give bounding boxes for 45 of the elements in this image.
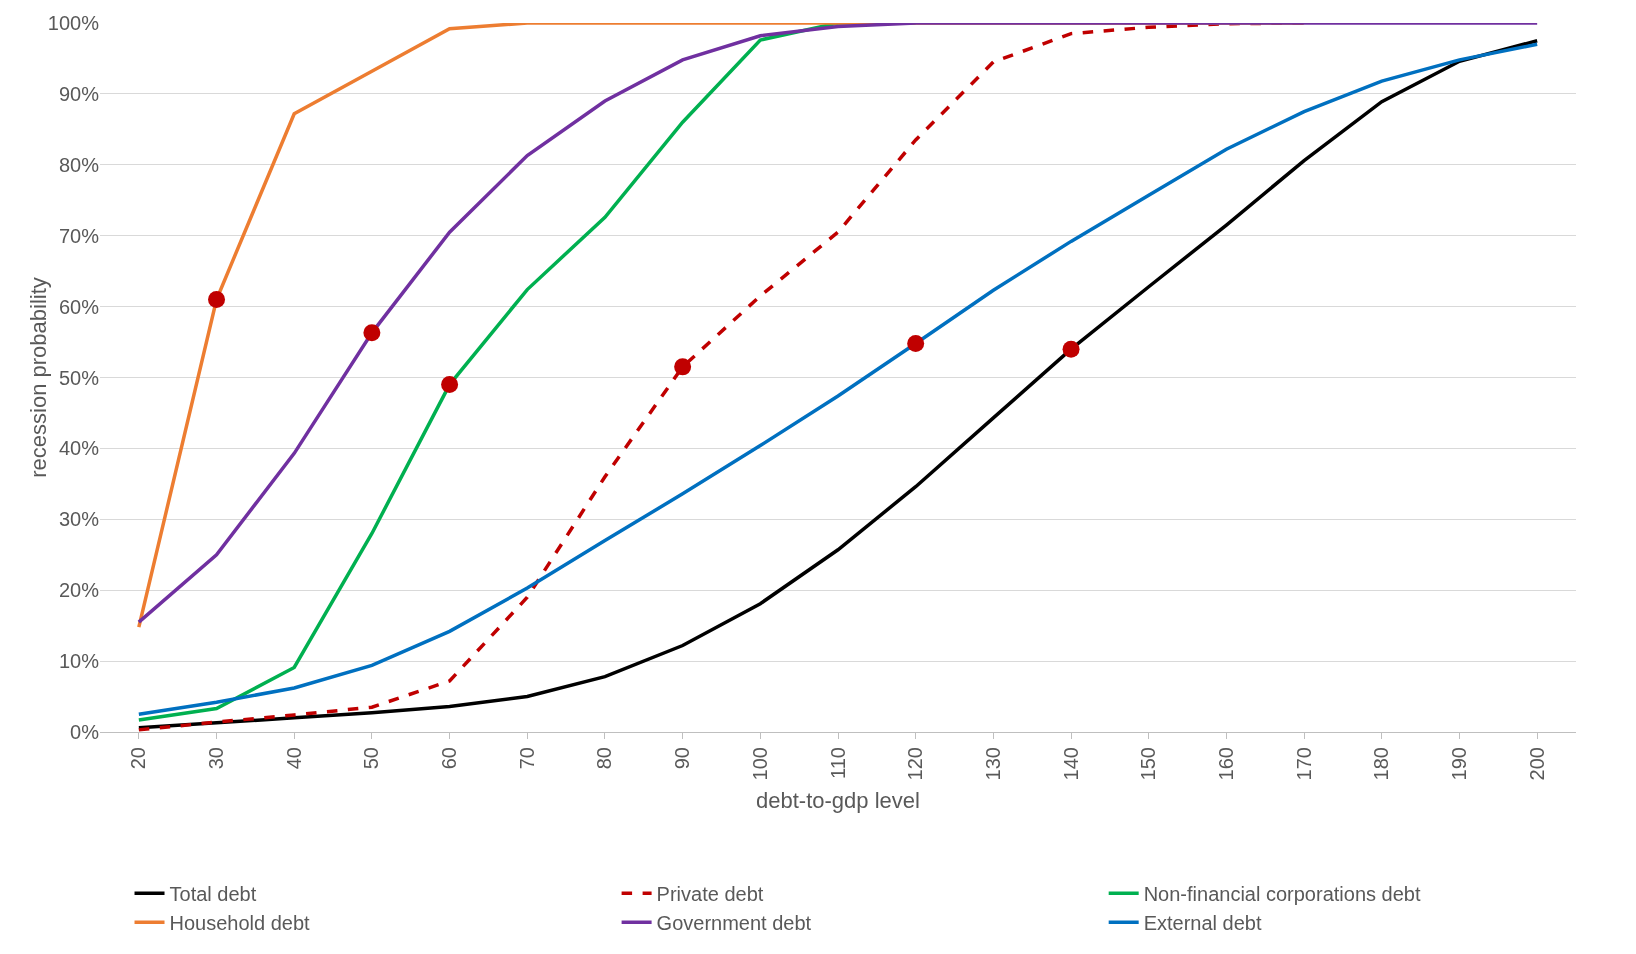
x-axis-title: debt-to-gdp level xyxy=(756,788,920,813)
x-tick-label: 130 xyxy=(981,747,1004,781)
x-tick-label: 150 xyxy=(1137,747,1160,781)
x-tick-label: 110 xyxy=(826,747,849,779)
y-tick-label: 50% xyxy=(58,366,100,389)
point xyxy=(208,291,226,308)
x-tick-label: 160 xyxy=(1214,747,1237,781)
y-tick-label: 30% xyxy=(58,508,100,531)
x-tick-label: 100 xyxy=(748,747,771,781)
x-tick-label: 80 xyxy=(593,747,616,770)
point xyxy=(907,334,925,352)
x-tick-label: 30 xyxy=(205,747,228,770)
y-tick-label: 80% xyxy=(58,153,100,176)
y-tick-label: 90% xyxy=(58,82,100,105)
y-tick-label: 100% xyxy=(47,12,100,34)
x-tick-label: 120 xyxy=(904,747,927,781)
y-tick-label: 60% xyxy=(58,295,100,318)
x-tick-label: 40 xyxy=(282,747,305,770)
y-tick-label: 10% xyxy=(58,650,100,673)
x-tick-label: 170 xyxy=(1292,747,1315,781)
x-tick-label: 60 xyxy=(438,747,461,770)
x-tick-label: 70 xyxy=(515,747,538,770)
line-series xyxy=(137,23,1539,624)
x-tick-label: 200 xyxy=(1525,747,1548,781)
x-tick-label: 180 xyxy=(1370,747,1393,781)
point xyxy=(363,324,381,342)
x-tick-label: 90 xyxy=(671,747,694,770)
legend-label: Government debt xyxy=(656,912,812,935)
y-tick-label: 20% xyxy=(58,579,100,602)
legend-label: Non-financial corporations debt xyxy=(1143,883,1421,906)
y-tick-label: 40% xyxy=(58,437,100,460)
y-tick-label: 0% xyxy=(70,721,100,743)
point xyxy=(441,376,459,394)
legend-label: External debt xyxy=(1143,912,1262,935)
point xyxy=(674,358,692,376)
legend-label: Total debt xyxy=(169,883,257,906)
point xyxy=(1062,340,1080,358)
x-tick-label: 190 xyxy=(1447,747,1470,781)
y-axis-title: recession probability xyxy=(26,277,51,478)
x-tick-label: 50 xyxy=(360,747,383,770)
y-tick-label: 70% xyxy=(58,224,100,247)
x-tick-label: 20 xyxy=(127,747,150,770)
legend-label: Private debt xyxy=(656,883,764,906)
x-tick-label: 140 xyxy=(1059,747,1082,781)
legend-label: Household debt xyxy=(169,912,311,935)
